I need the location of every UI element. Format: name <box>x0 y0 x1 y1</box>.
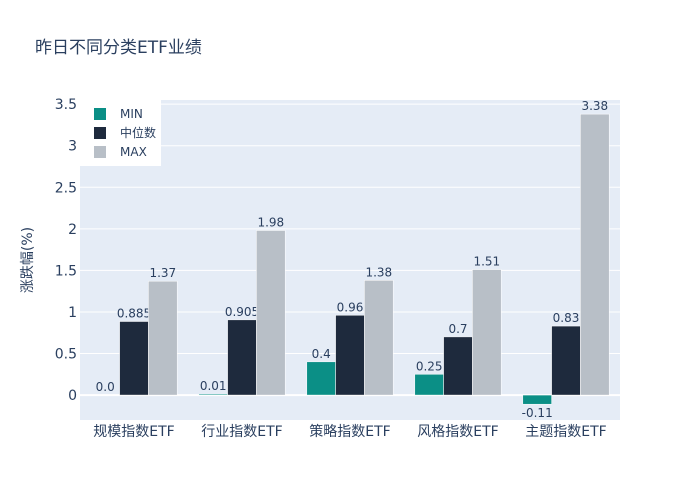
y-tick-label: 0.5 <box>55 347 77 363</box>
bar <box>523 395 552 404</box>
legend-swatch[interactable] <box>94 127 106 139</box>
x-tick-label: 风格指数ETF <box>417 424 498 440</box>
legend-label[interactable]: MIN <box>120 107 143 121</box>
data-label: 1.37 <box>149 266 176 280</box>
y-tick-label: 1.5 <box>55 263 77 279</box>
y-tick-label: 3 <box>68 139 77 155</box>
legend-label[interactable]: MAX <box>120 145 147 159</box>
data-label: 0.25 <box>416 359 443 373</box>
bar <box>444 337 473 395</box>
data-label: 0.0 <box>96 380 115 394</box>
legend-swatch[interactable] <box>94 108 106 120</box>
bar <box>580 114 609 395</box>
data-label: 0.4 <box>312 347 331 361</box>
bar <box>199 394 228 395</box>
data-label: 0.7 <box>448 322 467 336</box>
legend-label[interactable]: 中位数 <box>120 125 156 140</box>
bar <box>307 362 336 395</box>
x-tick-label: 规模指数ETF <box>93 424 174 440</box>
y-tick-label: 0 <box>68 388 77 404</box>
bar <box>120 322 149 396</box>
data-label: 0.83 <box>553 311 580 325</box>
x-tick-label: 策略指数ETF <box>309 423 390 440</box>
y-axis-title: 涨跌幅(%) <box>20 227 36 293</box>
data-label: 0.01 <box>200 379 227 393</box>
data-label: 0.905 <box>225 305 259 319</box>
data-label: 0.885 <box>117 307 151 321</box>
y-tick-label: 2 <box>68 222 77 238</box>
y-tick-label: 2.5 <box>55 180 77 196</box>
bar <box>228 320 257 395</box>
bar <box>256 230 285 395</box>
legend: MIN 中位数 MAX <box>80 100 161 166</box>
bar <box>415 374 444 395</box>
legend-swatch[interactable] <box>94 146 106 158</box>
data-label: 3.38 <box>581 99 608 113</box>
bar <box>552 326 581 395</box>
bar-chart: 0 0.5 1 1.5 2 2.5 3 3.5 0.0 0.885 1.37 0.01 0.905 1.… <box>0 0 700 500</box>
bar <box>364 280 393 395</box>
x-axis-ticks: 规模指数ETF 行业指数ETF 策略指数ETF 风格指数ETF 主题指数ETF <box>93 423 606 440</box>
bar <box>472 270 501 396</box>
data-label: 1.51 <box>473 255 500 269</box>
data-label: -0.11 <box>522 406 553 420</box>
data-label: 1.38 <box>365 265 392 279</box>
x-tick-label: 行业指数ETF <box>201 424 282 440</box>
data-label: 0.96 <box>337 300 364 314</box>
bar <box>336 315 365 395</box>
y-tick-label: 3.5 <box>55 97 77 113</box>
data-label: 1.98 <box>257 215 284 229</box>
y-axis-ticks: 0 0.5 1 1.5 2 2.5 3 3.5 <box>55 97 77 404</box>
bar <box>148 281 177 395</box>
y-tick-label: 1 <box>68 305 77 321</box>
x-tick-label: 主题指数ETF <box>525 424 606 440</box>
